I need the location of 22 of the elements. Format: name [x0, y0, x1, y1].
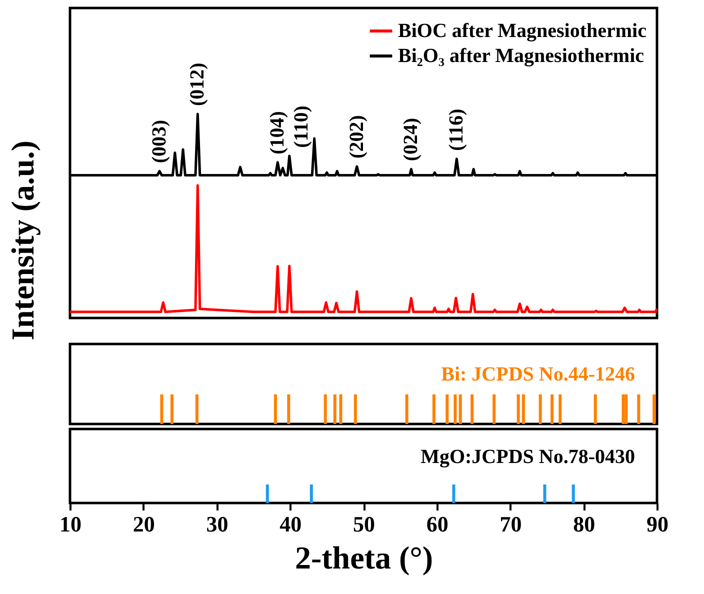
annotation: (104) [266, 111, 289, 154]
x-tick-label: 60 [426, 512, 448, 536]
annotation: (024) [400, 118, 422, 162]
annotation: (003) [148, 120, 171, 164]
x-tick-label: 50 [353, 512, 375, 536]
x-axis-title: 2-theta (°) [294, 540, 434, 576]
x-tick-label: 40 [280, 512, 302, 536]
annotation: (116) [446, 108, 468, 151]
x-tick-label: 70 [500, 512, 522, 536]
annotation: (012) [186, 62, 209, 106]
legend-label: BiOC after Magnesiothermic [398, 20, 647, 42]
annotation: (110) [290, 106, 312, 148]
x-tick-label: 10 [60, 512, 82, 536]
legend-label: Bi₂O₃ after Magnesiothermic [398, 45, 644, 67]
chart-title: MgO:JCPDS No.78-0430 [420, 446, 635, 468]
x-tick-label: 20 [132, 512, 155, 536]
x-tick-label: 30 [206, 512, 228, 536]
x-tick-label: 80 [573, 512, 596, 536]
annotation: (202) [346, 115, 368, 158]
x-tick-label: 90 [646, 512, 668, 536]
y-axis-title: Intensity (a.u.) [4, 140, 40, 341]
chart-title: Bi: JCPDS No.44-1246 [441, 363, 635, 386]
